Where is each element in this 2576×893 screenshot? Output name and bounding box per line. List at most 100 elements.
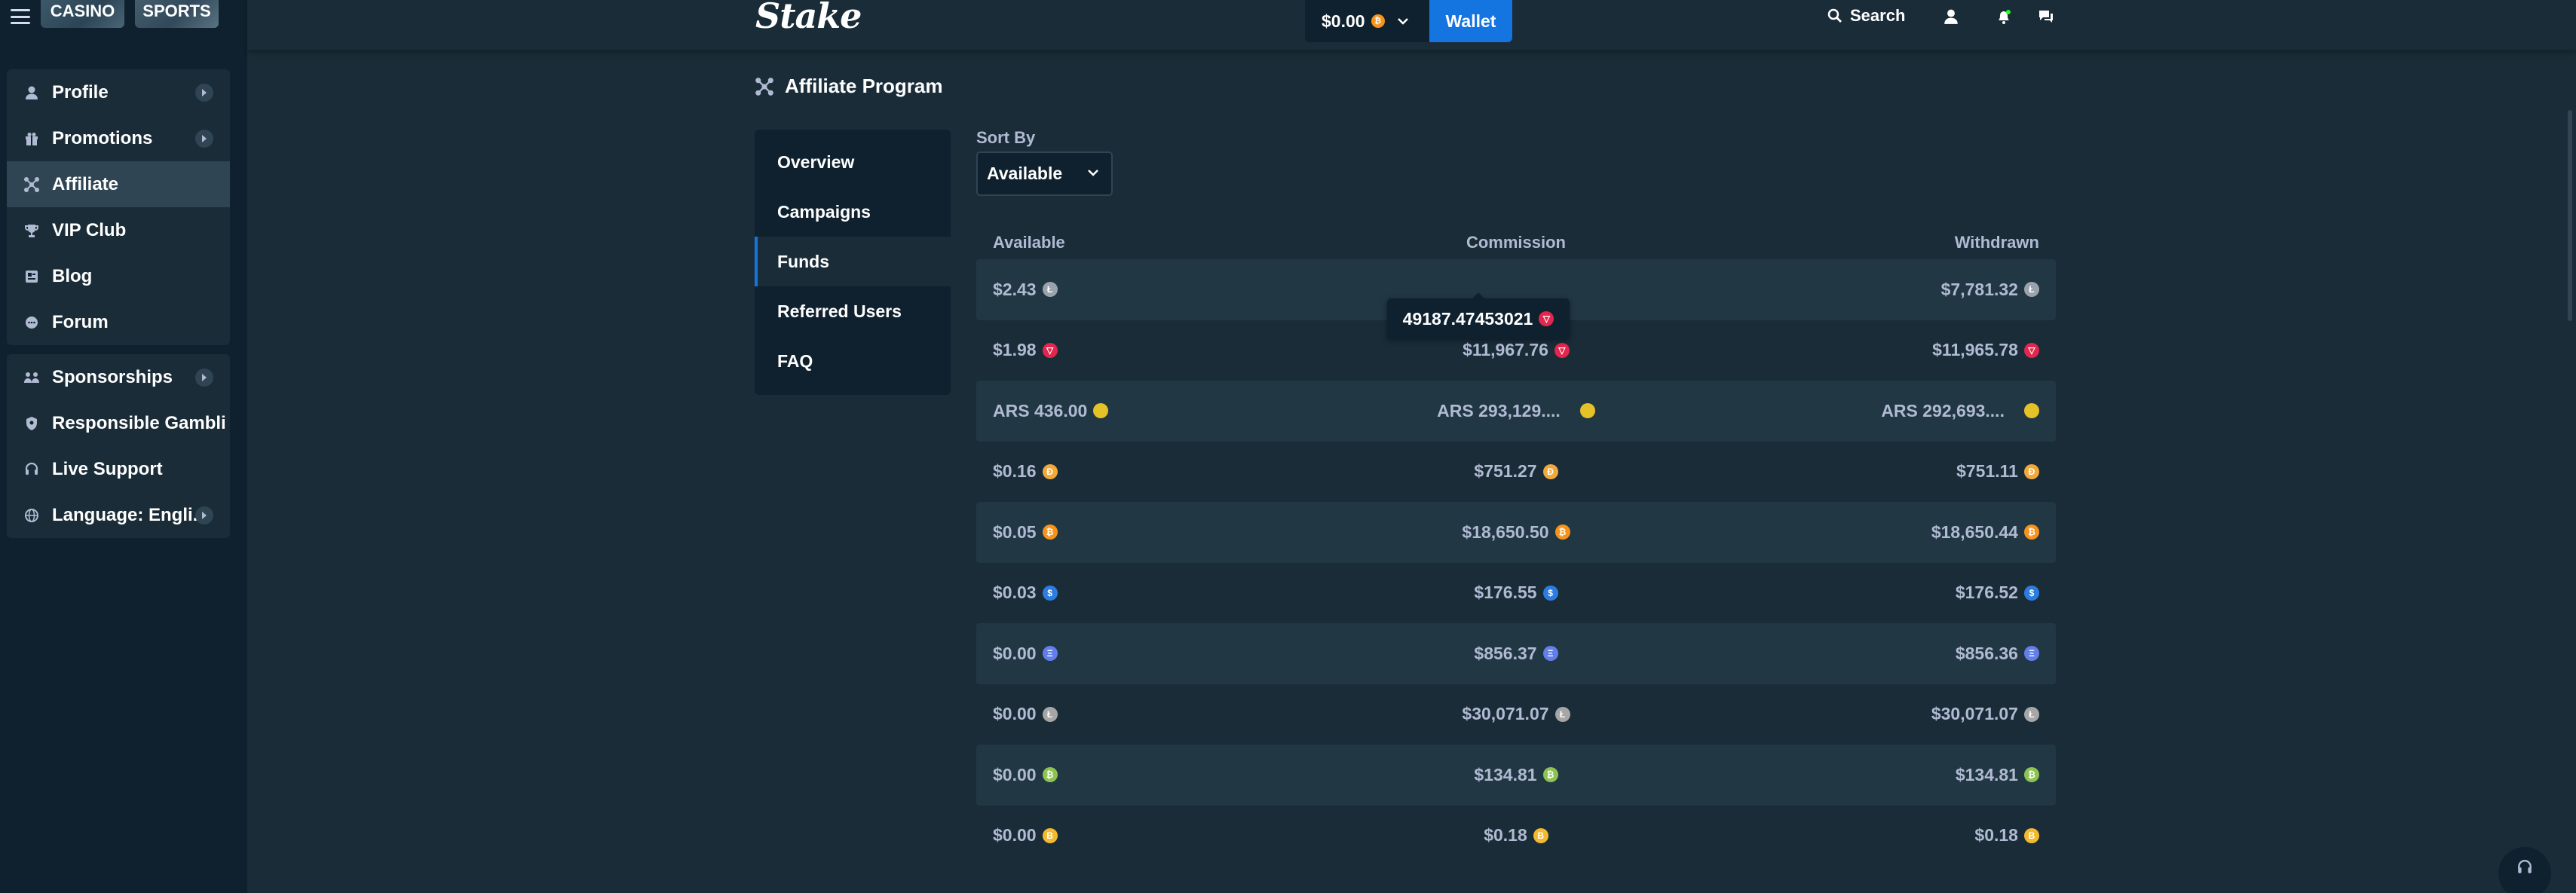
chevron-right-icon[interactable] xyxy=(195,129,213,148)
scrollbar-thumb[interactable] xyxy=(2568,110,2572,321)
cell-available: $0.00 B xyxy=(993,825,1338,846)
withdrawn-value: $0.18 xyxy=(1974,825,2018,846)
casino-button[interactable]: CASINO xyxy=(41,0,124,28)
currency-icon xyxy=(2023,403,2039,419)
chevron-down-icon xyxy=(1088,170,1098,176)
cell-commission: $18,650.50 ₿ xyxy=(1338,522,1694,543)
sidebar-item-label: Promotions xyxy=(52,127,153,148)
withdrawn-value: $11,965.78 xyxy=(1932,340,2018,360)
cell-available: $0.16 Ð xyxy=(993,461,1338,482)
sort-by-select[interactable]: Available xyxy=(976,151,1113,196)
cell-withdrawn: $751.11 Ð xyxy=(1694,461,2039,482)
sidebar-item-language[interactable]: Language: Engli... xyxy=(7,492,230,538)
available-value: $1.98 xyxy=(993,340,1037,360)
currency-icon: $ xyxy=(1542,585,1558,601)
sidebar-item-promotions[interactable]: Promotions xyxy=(7,115,230,161)
page-title-text: Affiliate Program xyxy=(785,75,943,97)
tab-faq[interactable]: FAQ xyxy=(777,350,813,371)
commission-value: $30,071.07 xyxy=(1462,704,1549,724)
withdrawn-value: $7,781.32 xyxy=(1940,279,2018,299)
sidebar-item-label: Responsible Gambli... xyxy=(52,412,225,433)
sidebar-item-live-support[interactable]: Live Support xyxy=(7,446,230,492)
shield-icon xyxy=(22,414,41,433)
table-row: $0.16 Ð $751.27 Ð $751.11 Ð xyxy=(976,442,2056,503)
sidebar-top: CASINO SPORTS xyxy=(0,0,247,33)
cell-available: $0.00 Ξ xyxy=(993,644,1338,664)
sidebar-item-label: Sponsorships xyxy=(52,366,173,387)
column-header-withdrawn[interactable]: Withdrawn xyxy=(1954,233,2039,252)
chevron-right-icon[interactable] xyxy=(195,368,213,387)
headset-icon xyxy=(22,460,41,479)
tab-campaigns[interactable]: Campaigns xyxy=(777,201,871,222)
cell-withdrawn: $18,650.44 ₿ xyxy=(1694,522,2039,543)
currency-icon: Ξ xyxy=(1542,646,1558,662)
cell-withdrawn: $176.52 $ xyxy=(1694,583,2039,603)
sidebar-item-label: Affiliate xyxy=(52,173,119,194)
currency-icon: ₿ xyxy=(1542,767,1558,783)
withdrawn-value: ARS 292,693.... xyxy=(1881,400,2005,421)
available-value: $0.00 xyxy=(993,643,1037,663)
balance-selector[interactable]: $0.00 ₿ xyxy=(1305,0,1430,42)
balance-amount: $0.00 xyxy=(1322,11,1365,31)
currency-icon: Ξ xyxy=(2023,646,2039,662)
chevron-right-icon[interactable] xyxy=(195,506,213,524)
sidebar-item-label: Language: Engli... xyxy=(52,504,208,525)
cell-withdrawn: $11,965.78 ▽ xyxy=(1694,340,2039,360)
search-button[interactable]: Search xyxy=(1827,0,1905,32)
cell-commission: $856.37 Ξ xyxy=(1338,644,1694,664)
column-header-available[interactable]: Available xyxy=(993,233,1065,252)
available-value: $0.00 xyxy=(993,764,1037,784)
cell-withdrawn: $134.81 ₿ xyxy=(1694,765,2039,785)
live-support-button[interactable] xyxy=(2498,847,2551,893)
sidebar-item-blog[interactable]: Blog xyxy=(7,253,230,299)
cell-commission: $134.81 ₿ xyxy=(1338,765,1694,785)
sidebar-item-vip-club[interactable]: VIP Club xyxy=(7,207,230,253)
gift-icon xyxy=(22,129,41,148)
commission-tooltip: 49187.47453021 ▽ xyxy=(1387,292,1570,339)
column-header-commission[interactable]: Commission xyxy=(1466,233,1566,252)
chat-icon[interactable] xyxy=(2035,6,2057,27)
sidebar-item-forum[interactable]: Forum xyxy=(7,299,230,345)
withdrawn-value: $751.11 xyxy=(1956,461,2018,482)
tron-icon: ▽ xyxy=(1539,311,1554,326)
user-icon xyxy=(22,83,41,102)
user-icon[interactable] xyxy=(1940,6,1962,27)
globe-icon xyxy=(22,506,41,525)
withdrawn-value: $856.36 xyxy=(1955,643,2018,663)
menu-icon[interactable] xyxy=(11,9,30,24)
currency-icon: ▽ xyxy=(2023,342,2039,358)
affiliate-subnav: Overview Campaigns Funds Referred Users … xyxy=(755,130,951,395)
cell-commission: $0.18 B xyxy=(1338,825,1694,846)
cell-commission: ARS 293,129.... xyxy=(1338,401,1694,421)
cell-available: $0.00 ₿ xyxy=(993,765,1338,785)
wallet-button[interactable]: Wallet xyxy=(1429,0,1512,42)
currency-icon: Ξ xyxy=(1042,646,1058,662)
available-value: ARS 436.00 xyxy=(993,400,1088,421)
tab-referred-users[interactable]: Referred Users xyxy=(777,301,902,321)
table-row: $1.98 ▽ $11,967.76 ▽ $11,965.78 ▽ xyxy=(976,320,2056,381)
available-value: $0.05 xyxy=(993,521,1037,542)
scrollbar[interactable] xyxy=(2565,50,2576,893)
tab-funds[interactable]: Funds xyxy=(755,237,951,286)
stake-logo[interactable]: Stake xyxy=(755,0,862,36)
withdrawn-value: $134.81 xyxy=(1955,764,2018,784)
sidebar-item-affiliate[interactable]: Affiliate xyxy=(7,161,230,207)
sidebar-item-sponsorships[interactable]: Sponsorships xyxy=(7,354,230,400)
currency-icon: ▽ xyxy=(1554,342,1570,358)
sports-button[interactable]: SPORTS xyxy=(135,0,219,28)
available-value: $0.03 xyxy=(993,583,1037,603)
cell-commission: $751.27 Ð xyxy=(1338,461,1694,482)
commission-value: $18,650.50 xyxy=(1462,521,1549,542)
currency-icon: Ð xyxy=(1542,463,1558,479)
available-value: $2.43 xyxy=(993,279,1037,299)
sidebar-item-profile[interactable]: Profile xyxy=(7,69,230,115)
sidebar-item-responsible-gambling[interactable]: Responsible Gambli... xyxy=(7,400,230,446)
search-label: Search xyxy=(1850,6,1906,25)
currency-icon: Ð xyxy=(2023,463,2039,479)
tab-overview[interactable]: Overview xyxy=(777,151,855,172)
chevron-right-icon[interactable] xyxy=(195,83,213,102)
notifications-icon[interactable] xyxy=(1993,6,2014,27)
currency-icon: Ł xyxy=(1042,282,1058,298)
cell-available: $1.98 ▽ xyxy=(993,340,1338,360)
table-row: $0.00 Ξ $856.37 Ξ $856.36 Ξ xyxy=(976,623,2056,684)
